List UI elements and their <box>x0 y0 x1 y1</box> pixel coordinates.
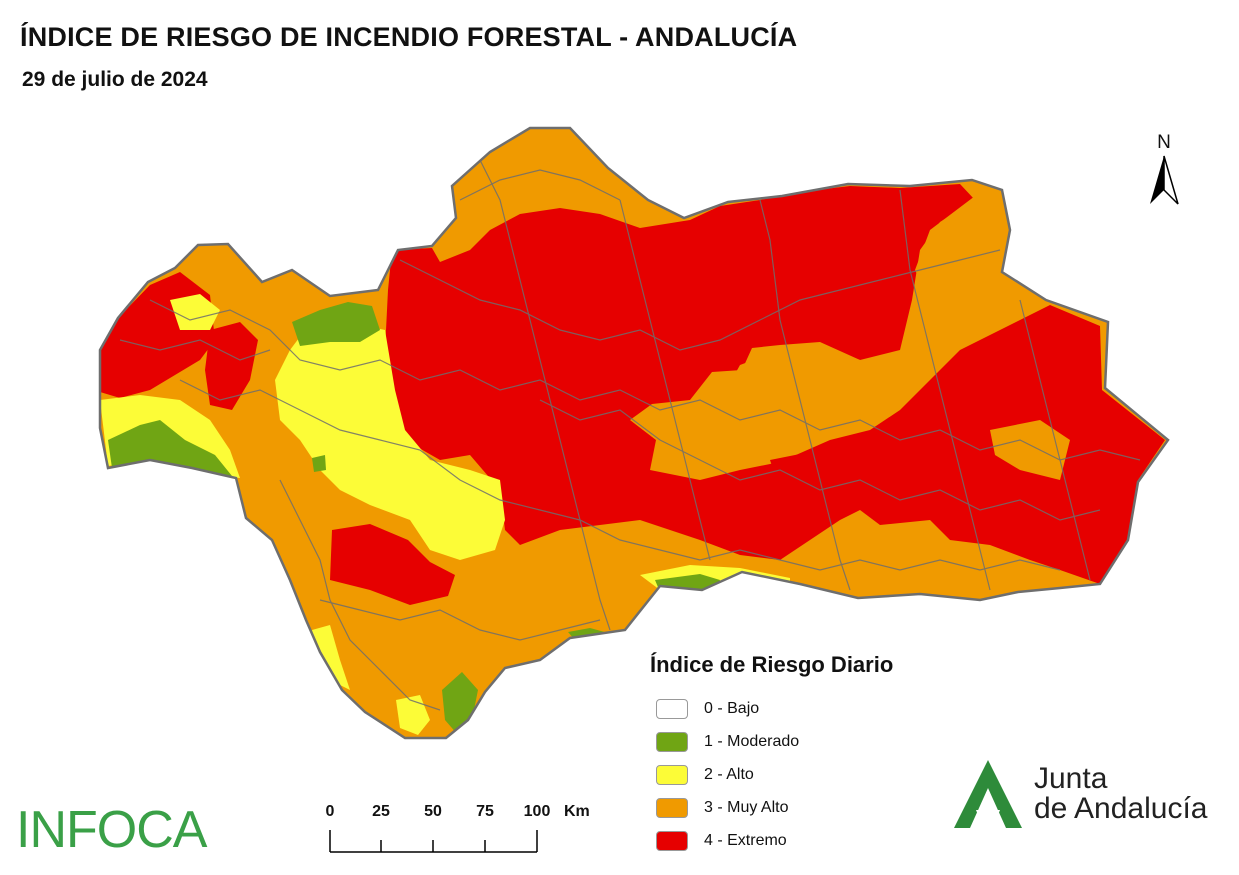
scale-tick-50: 50 <box>424 803 442 820</box>
legend: Índice de Riesgo Diario 0 - Bajo 1 - Mod… <box>650 652 950 857</box>
infoca-logo: INFOCA <box>16 801 207 859</box>
scale-tick-100: 100 <box>523 803 551 820</box>
risk-zone-muy-alto-inner <box>715 345 895 460</box>
risk-zone-extremo-central <box>385 184 1165 584</box>
map-title: ÍNDICE DE RIESGO DE INCENDIO FORESTAL - … <box>20 22 798 52</box>
north-arrow-icon <box>1150 155 1179 205</box>
legend-item-muy-alto: 3 - Muy Alto <box>650 791 950 824</box>
scale-tick-75: 75 <box>476 803 494 820</box>
scale-bar-graphic <box>329 830 538 853</box>
legend-item-moderado: 1 - Moderado <box>650 725 950 758</box>
junta-text: Junta de Andalucía <box>1034 764 1207 824</box>
scale-tick-25: 25 <box>372 803 390 820</box>
legend-label-alto: 2 - Alto <box>704 765 754 783</box>
risk-zone-alto-west <box>275 320 505 560</box>
north-label: N <box>1157 132 1171 153</box>
legend-swatch-bajo <box>656 698 688 719</box>
legend-item-extremo: 4 - Extremo <box>650 824 950 857</box>
scale-bar: 0 25 50 75 100 Km <box>320 800 610 860</box>
risk-zone-extremo-east-inner <box>770 440 880 505</box>
legend-label-extremo: 4 - Extremo <box>704 831 787 849</box>
map-date: 29 de julio de 2024 <box>22 68 208 91</box>
legend-swatch-moderado <box>656 731 688 752</box>
scale-unit: Km <box>564 803 590 820</box>
scale-tick-0: 0 <box>325 803 335 820</box>
junta-line2: de Andalucía <box>1034 792 1208 825</box>
andalucia-border <box>98 126 1170 740</box>
legend-label-bajo: 0 - Bajo <box>704 699 760 717</box>
north-arrow: N <box>1142 132 1186 211</box>
risk-zone-alto-gib <box>396 695 430 735</box>
risk-zone-alto-nw <box>170 294 220 330</box>
legend-label-muy-alto: 3 - Muy Alto <box>704 798 789 816</box>
risk-zone-moderado-north <box>292 302 380 346</box>
municipal-boundaries <box>119 159 1141 711</box>
risk-zone-muy-alto-east <box>990 420 1070 480</box>
legend-swatch-alto <box>656 764 688 785</box>
legend-swatch-muy-alto <box>656 797 688 818</box>
junta-line1: Junta <box>1034 762 1108 795</box>
junta-emblem-icon <box>954 760 1022 828</box>
legend-item-alto: 2 - Alto <box>650 758 950 791</box>
risk-zone-muy-alto-ne <box>915 196 1010 300</box>
legend-label-moderado: 1 - Moderado <box>704 732 800 750</box>
risk-zone-moderado-spot <box>312 455 326 472</box>
legend-item-bajo: 0 - Bajo <box>650 692 950 725</box>
legend-title: Índice de Riesgo Diario <box>650 652 894 677</box>
risk-zone-extremo-west-2 <box>205 322 258 410</box>
junta-andalucia-logo: Junta de Andalucía <box>950 758 1220 838</box>
legend-swatch-extremo <box>656 830 688 851</box>
risk-zone-extremo-south <box>330 524 455 605</box>
risk-zone-alto-sw <box>312 625 350 690</box>
